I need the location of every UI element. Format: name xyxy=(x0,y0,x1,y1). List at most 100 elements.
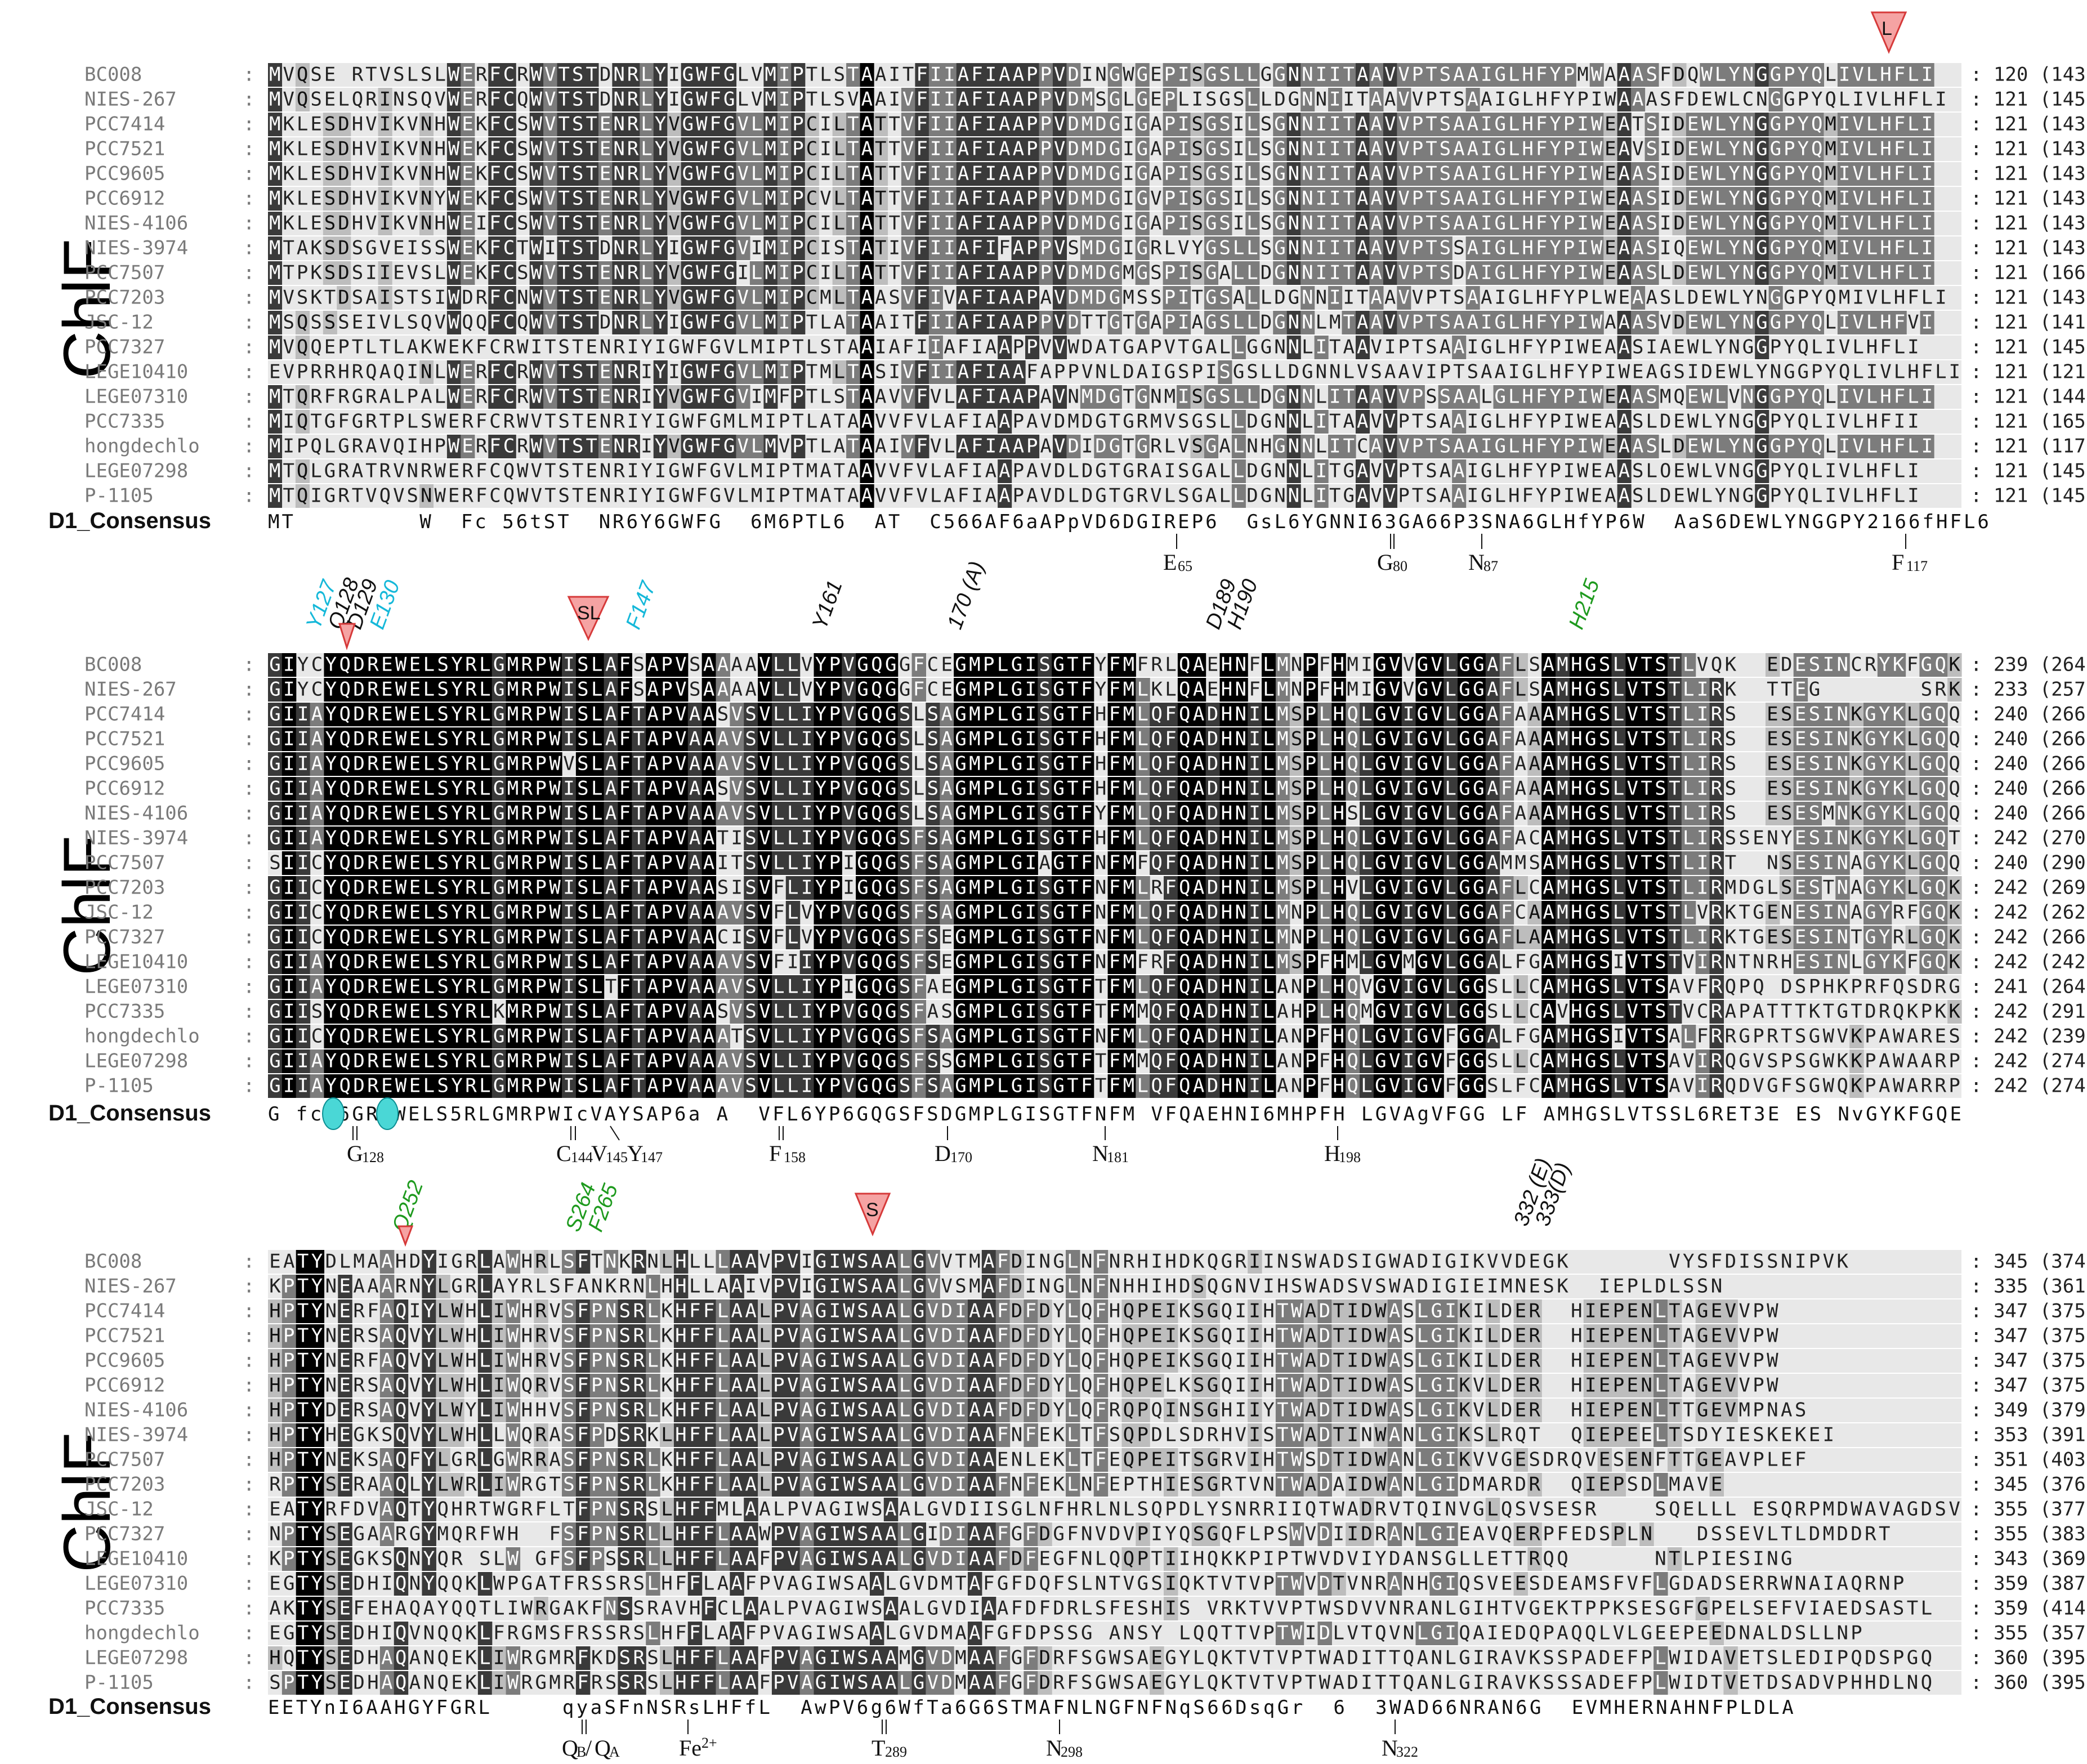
residue-letter: I xyxy=(985,262,996,284)
residue-letter: V xyxy=(668,138,680,160)
residue-letter: N xyxy=(1302,262,1313,284)
residue-letter: R xyxy=(465,728,477,751)
residue-letter: I xyxy=(765,336,776,359)
residue-letter: V xyxy=(1178,237,1189,260)
residue-letter: S xyxy=(1219,64,1230,86)
residue-letter: A xyxy=(1515,778,1526,800)
residue-letter: H xyxy=(1095,703,1106,726)
residue-letter: I xyxy=(779,138,790,160)
residue-letter: L xyxy=(751,435,762,458)
residue-letter: S xyxy=(1440,386,1451,408)
residue-letter: F xyxy=(1501,678,1512,701)
residue-letter: D xyxy=(1274,88,1285,111)
residue-letter: L xyxy=(591,753,602,775)
residue-letter: P xyxy=(1412,435,1423,458)
residue-letter: T xyxy=(847,212,859,235)
residue-letter: A xyxy=(875,386,886,408)
residue-letter: Y xyxy=(451,654,462,676)
residue-letter: S xyxy=(517,187,528,210)
residue-letter: I xyxy=(1839,163,1850,185)
residue-letter: V xyxy=(1040,336,1051,359)
residue-letter: E xyxy=(586,336,597,359)
residue-letter: Q xyxy=(1711,654,1722,676)
residue-letter: I xyxy=(1660,187,1671,210)
residue-letter: I xyxy=(1577,212,1588,235)
residue-letter: S xyxy=(1261,163,1272,185)
residue-letter: S xyxy=(421,64,432,86)
residue-letter: I xyxy=(1660,237,1671,260)
residue-letter: H xyxy=(1333,654,1344,676)
residue-letter: W xyxy=(517,460,529,483)
residue-letter: E xyxy=(1605,262,1616,284)
residue-letter: A xyxy=(1515,753,1526,775)
residue-letter: Q xyxy=(1811,212,1822,235)
residue-letter: N xyxy=(1246,435,1258,458)
residue-letter: A xyxy=(1398,361,1409,383)
residue-letter: N xyxy=(1235,703,1246,726)
residue-letter: A xyxy=(1619,113,1630,136)
residue-letter: P xyxy=(792,311,803,334)
residue-letter: L xyxy=(423,654,435,676)
residue-letter: M xyxy=(765,138,776,160)
residue-letter: R xyxy=(365,386,377,408)
residue-letter: S xyxy=(407,485,418,507)
residue-letter: G xyxy=(1921,753,1932,775)
residue-letter: M xyxy=(269,88,280,111)
residue-letter: G xyxy=(493,678,504,701)
residue-letter: A xyxy=(1467,386,1478,408)
residue-letter: T xyxy=(1343,311,1354,334)
residue-letter: M xyxy=(269,460,280,483)
residue-letter: M xyxy=(507,802,519,825)
residue-letter: V xyxy=(668,262,680,284)
residue-letter: L xyxy=(1880,88,1891,111)
residue-letter: I xyxy=(930,361,941,383)
residue-letter: I xyxy=(1894,410,1905,433)
separator-colon: : xyxy=(243,778,254,800)
residue-letter: A xyxy=(861,311,873,334)
residue-letter: E xyxy=(1673,460,1684,483)
residue-letter: N xyxy=(613,64,624,86)
residue-letter: I xyxy=(1343,287,1354,309)
residue-letter: R xyxy=(521,678,533,701)
residue-letter: I xyxy=(563,654,574,676)
residue-letter: S xyxy=(927,728,939,751)
residue-letter: G xyxy=(1742,460,1754,483)
residue-letter: M xyxy=(1577,64,1588,86)
residue-letter: A xyxy=(1193,753,1204,775)
residue-letter: I xyxy=(1921,187,1933,210)
residue-letter: H xyxy=(1333,703,1344,726)
residue-letter: L xyxy=(1811,485,1822,507)
residue-letter: W xyxy=(1605,287,1616,309)
residue-letter: A xyxy=(365,287,377,309)
residue-letter: I xyxy=(1481,187,1492,210)
residue-letter: G xyxy=(1011,753,1022,775)
residue-letter: A xyxy=(944,410,955,433)
residue-letter: A xyxy=(647,703,658,726)
residue-letter: H xyxy=(352,212,363,235)
residue-letter: T xyxy=(1641,728,1652,751)
residue-letter: W xyxy=(696,386,708,408)
residue-letter: I xyxy=(379,212,391,235)
residue-letter: I xyxy=(1495,287,1506,309)
residue-letter: V xyxy=(1389,778,1400,800)
residue-letter: S xyxy=(297,287,308,309)
residue-letter: S xyxy=(1178,460,1189,483)
residue-letter: A xyxy=(311,728,323,751)
residue-letter: L xyxy=(751,212,762,235)
residue-letter: G xyxy=(1274,64,1285,86)
residue-letter: P xyxy=(1067,361,1079,383)
residue-letter: P xyxy=(1591,361,1602,383)
residue-letter: L xyxy=(1233,262,1244,284)
residue-letter: G xyxy=(1417,778,1428,800)
residue-letter: S xyxy=(745,703,756,726)
residue-letter: L xyxy=(1880,287,1891,309)
residue-letter: G xyxy=(1095,460,1106,483)
residue-letter: P xyxy=(1563,163,1575,185)
residue-letter: F xyxy=(1081,654,1092,676)
residue-letter: I xyxy=(283,703,294,726)
residue-letter: A xyxy=(999,113,1010,136)
residue-letter: F xyxy=(1249,654,1260,676)
residue-letter: K xyxy=(310,262,322,284)
residue-letter: R xyxy=(1711,753,1723,775)
